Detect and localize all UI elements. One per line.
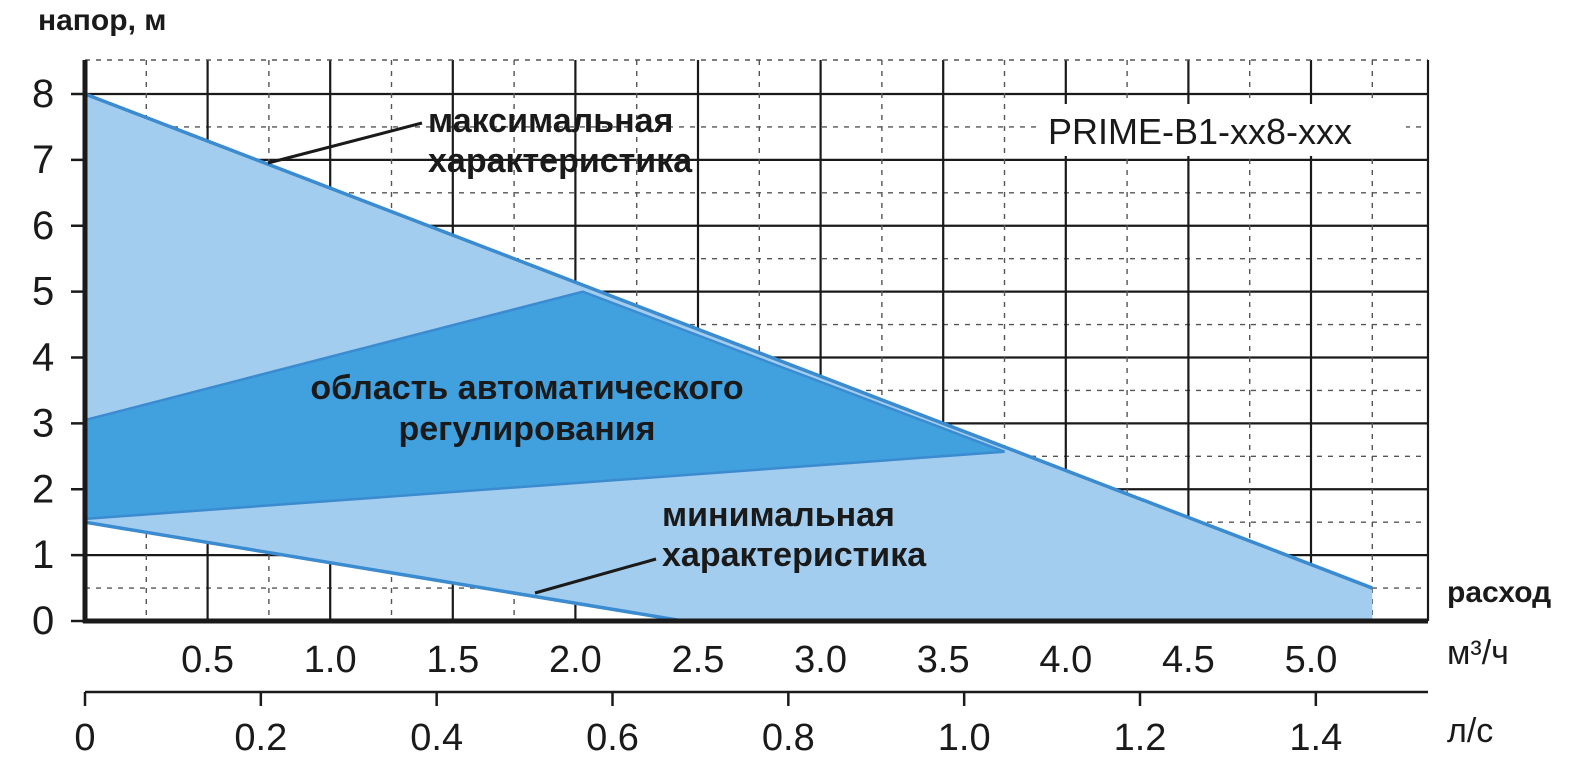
axes xyxy=(82,60,1428,694)
x2-tick-label: 1.4 xyxy=(1289,717,1342,759)
max-characteristic-line xyxy=(84,92,1373,590)
x-tick-label: 5.0 xyxy=(1285,639,1338,681)
y-tick-label: 0 xyxy=(32,599,54,643)
y-tick-label: 1 xyxy=(32,533,54,577)
x-tick-label: 1.5 xyxy=(426,639,479,681)
y-tick-label: 7 xyxy=(32,138,54,182)
x2-tick-label: 0.4 xyxy=(410,717,463,759)
x-tick-label: 2.5 xyxy=(672,639,725,681)
x-tick-label: 0.5 xyxy=(181,639,234,681)
min-annotation-leader xyxy=(534,557,657,595)
y-tick-label: 3 xyxy=(32,401,54,445)
y-tick-label: 2 xyxy=(32,467,54,511)
x-tick-label: 1.0 xyxy=(304,639,357,681)
x-tick-label: 3.0 xyxy=(794,639,847,681)
min-characteristic-line xyxy=(84,520,684,623)
y-tick-label: 5 xyxy=(32,270,54,314)
max-annotation-line1: максимальная xyxy=(428,102,673,140)
x-tick-label: 3.5 xyxy=(917,639,970,681)
x2-tick-label: 1.0 xyxy=(938,717,991,759)
x2-tick-label: 0.6 xyxy=(586,717,639,759)
x-tick-label: 4.0 xyxy=(1039,639,1092,681)
x2-tick-label: 0.8 xyxy=(762,717,815,759)
min-annotation-line1: минимальная xyxy=(662,496,895,534)
x-tick-label: 2.0 xyxy=(549,639,602,681)
model-label: PRIME-B1-xx8-xxx xyxy=(1048,111,1352,152)
fill-regions xyxy=(83,94,1373,621)
y-tick-label: 4 xyxy=(32,336,54,380)
x2-tick-label: 1.2 xyxy=(1114,717,1167,759)
model-label-box xyxy=(1036,104,1406,156)
x2-tick-label: 0 xyxy=(74,717,95,759)
y-tick-label: 8 xyxy=(32,72,54,116)
y-tick-label: 6 xyxy=(32,204,54,248)
min-annotation-line2: характеристика xyxy=(662,536,927,574)
auto-annotation-line1: область автоматического xyxy=(310,369,743,407)
x-axis-label: расход xyxy=(1447,576,1551,609)
x2-tick-label: 0.2 xyxy=(234,717,287,759)
y-axis-label: напор, м xyxy=(38,4,166,37)
x-unit-secondary: л/с xyxy=(1447,712,1493,750)
x-tick-label: 4.5 xyxy=(1162,639,1215,681)
max-annotation-line2: характеристика xyxy=(428,142,693,180)
auto-annotation-line2: регулирования xyxy=(399,410,656,448)
tick-labels: 0 1 2 3 4 5 6 7 8 0.5 1.0 1.5 2.0 2.5 3.0 3.5 4.0 4.5 5.0 0… xyxy=(32,72,1342,759)
x-unit-primary: м³/ч xyxy=(1447,634,1509,672)
max-annotation-leader xyxy=(267,121,423,165)
curves xyxy=(84,92,1373,623)
